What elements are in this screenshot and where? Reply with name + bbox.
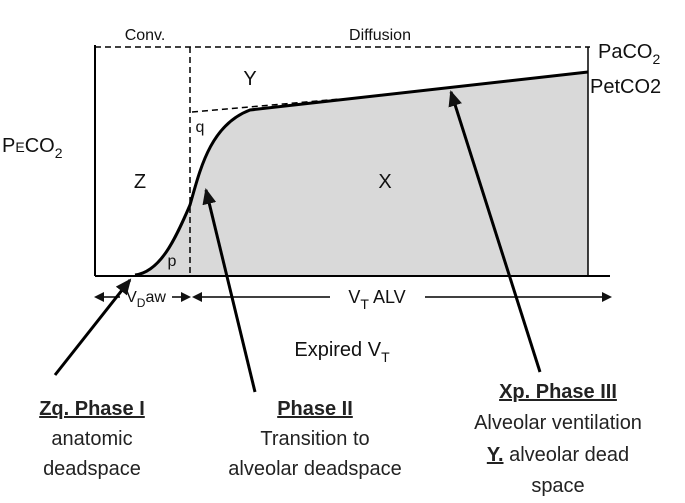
petco2-label: PetCO2 (590, 76, 661, 98)
note-title: Phase II (277, 398, 353, 420)
point-q: q (196, 119, 205, 136)
diffusion-label: Diffusion (349, 27, 411, 44)
subscript: 2 (652, 51, 660, 67)
note-title: Zq. Phase I (39, 398, 145, 420)
note-line: space (531, 475, 584, 497)
extrapolation (191, 98, 341, 113)
pointer-arrow (448, 90, 542, 373)
note-line: deadspace (43, 458, 141, 480)
paco2-label: PaCO2 (598, 41, 660, 67)
text: PaCO (598, 41, 652, 63)
pointer-arrow (202, 188, 257, 393)
conv-label: Conv. (125, 27, 166, 44)
text: Y. (487, 444, 504, 466)
vdaw-label: VDaw (126, 289, 166, 310)
region-y: Y (243, 68, 256, 90)
text: aw (145, 289, 166, 306)
peco2-label: PECO2 (2, 135, 63, 161)
text: V (126, 289, 137, 306)
vtalv-label: VT ALV (348, 287, 405, 312)
note-line: Transition to (260, 428, 369, 450)
co2-curve (134, 70, 589, 277)
subscript: 2 (55, 145, 63, 161)
text: alveolar dead (504, 444, 630, 466)
subscript: T (360, 296, 369, 312)
text: Expired V (294, 339, 381, 361)
expired-area (135, 72, 588, 275)
region-x: X (378, 171, 391, 193)
note-line: Y. alveolar dead (487, 444, 629, 466)
note-title: Xp. Phase III (499, 381, 617, 403)
expired-label: Expired VT (294, 339, 390, 365)
text: P (2, 135, 15, 157)
text: V (348, 287, 360, 307)
note-line: alveolar deadspace (228, 458, 401, 480)
subscript: T (381, 349, 390, 365)
text: CO (25, 135, 55, 157)
note-line: anatomic (51, 428, 132, 450)
text: ALV (369, 287, 406, 307)
note-line: Alveolar ventilation (474, 412, 642, 434)
text: E (15, 139, 24, 155)
region-z: Z (134, 171, 146, 193)
point-p: p (168, 253, 177, 270)
pointer-arrow (53, 278, 132, 376)
subscript: D (137, 296, 146, 310)
